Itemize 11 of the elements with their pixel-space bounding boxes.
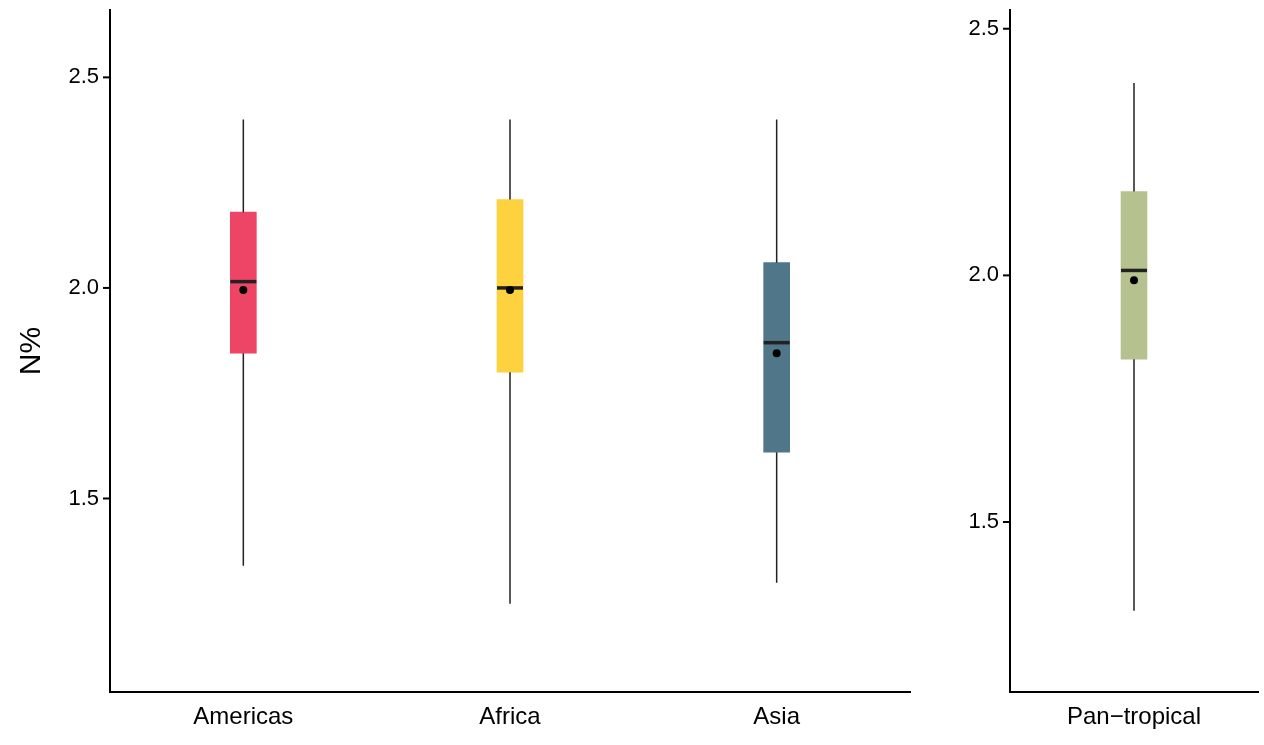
y-tick-label: 2.0: [968, 261, 999, 287]
y-tick-label: 2.5: [968, 14, 999, 40]
y-tick-label: 2.0: [68, 274, 99, 299]
x-tick-label: Americas: [193, 702, 294, 730]
y-tick-label: 1.5: [968, 508, 999, 534]
y-tick-label: 1.5: [68, 484, 99, 510]
y-axis-title: N%: [13, 326, 47, 376]
x-tick-label: Asia: [753, 702, 801, 730]
y-tick-label: 2.5: [68, 63, 99, 89]
x-tick-label: Africa: [479, 702, 542, 730]
x-tick-label: Pan−tropical: [1066, 702, 1202, 730]
